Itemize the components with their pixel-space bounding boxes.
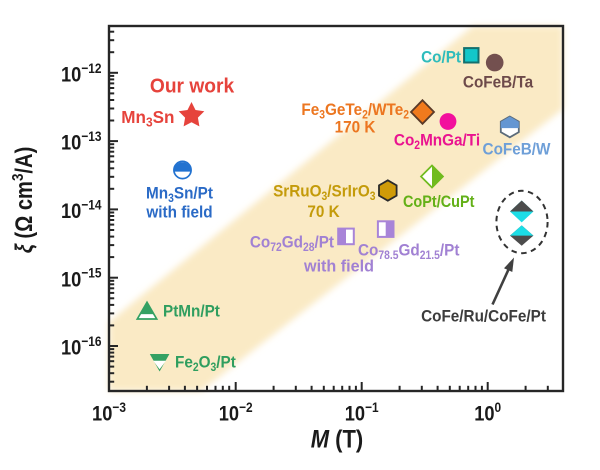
svg-text:10−1: 10−1 <box>345 399 379 426</box>
svg-text:SrRuO3/SrIrO3: SrRuO3/SrIrO3 <box>273 182 375 203</box>
svg-text:ξ (Ω cm3/A): ξ (Ω cm3/A) <box>10 147 37 254</box>
svg-text:10−12: 10−12 <box>61 60 102 87</box>
svg-text:Co/Pt: Co/Pt <box>421 48 461 67</box>
svg-text:Our work: Our work <box>150 75 234 97</box>
svg-text:170 K: 170 K <box>335 118 376 137</box>
svg-text:Co2MnGa/Ti: Co2MnGa/Ti <box>394 131 480 152</box>
svg-text:Fe3GeTe2/WTe2: Fe3GeTe2/WTe2 <box>301 100 409 121</box>
svg-text:Mn3Sn/Pt: Mn3Sn/Pt <box>146 184 213 205</box>
svg-text:with field: with field <box>145 203 212 222</box>
svg-text:PtMn/Pt: PtMn/Pt <box>163 302 220 321</box>
svg-text:with field: with field <box>303 256 374 275</box>
svg-text:CoFe/Ru/CoFe/Pt: CoFe/Ru/CoFe/Pt <box>421 307 546 326</box>
svg-text:70 K: 70 K <box>307 202 340 221</box>
svg-text:CoPt/CuPt: CoPt/CuPt <box>403 193 475 211</box>
svg-text:CoFeB/Ta: CoFeB/Ta <box>463 73 534 92</box>
svg-text:CoFeB/W: CoFeB/W <box>483 140 552 159</box>
svg-text:M (T): M (T) <box>311 425 364 453</box>
svg-text:Co72Gd28/Pt: Co72Gd28/Pt <box>250 233 335 254</box>
svg-text:Fe2O3/Pt: Fe2O3/Pt <box>175 353 236 374</box>
svg-text:Mn3Sn: Mn3Sn <box>121 107 174 130</box>
